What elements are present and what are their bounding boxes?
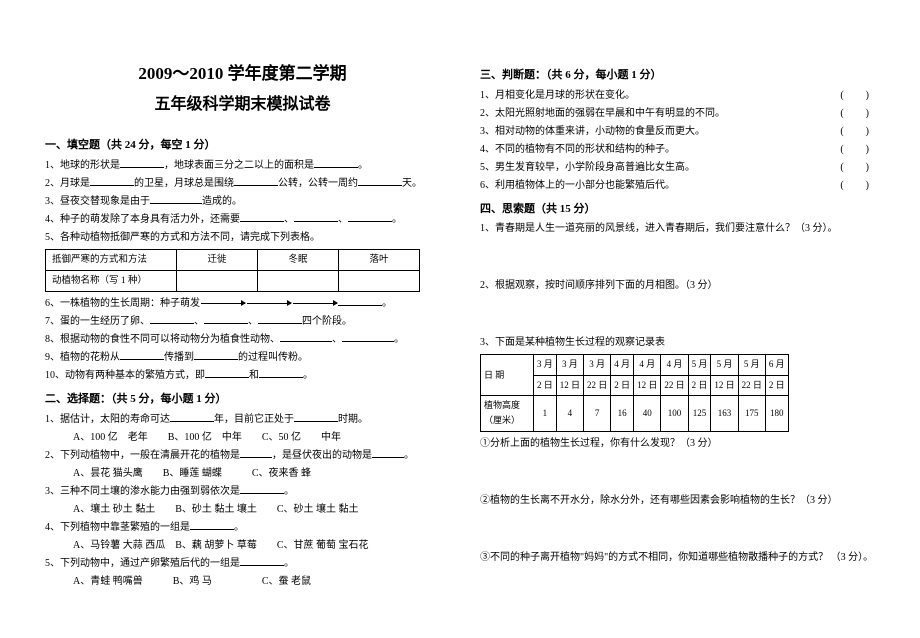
fill-q3: 3、昼夜交替现象是由于造成的。 [45, 193, 440, 210]
choice-q4: 4、下列植物中靠茎繁殖的一组是。 [45, 519, 440, 536]
t1-r1c2: 迁徙 [177, 249, 258, 270]
think-q1: 1、青春期是人生一道亮丽的风景线，进入青春期后，我们要注意什么？（3 分）。 [480, 220, 875, 237]
judge-q1: 1、月相变化是月球的形状在变化。( ) [480, 87, 875, 104]
t1-r2c3 [258, 270, 339, 291]
main-title-2: 五年级科学期末模拟试卷 [45, 91, 440, 118]
choice-q5: 5、下列动物中，通过产卵繁殖后代的一组是。 [45, 555, 440, 572]
t2-date-label: 日 期 [481, 355, 534, 396]
fill-q2: 2、月球是的卫星，月球总是围绕公转，公转一周约天。 [45, 175, 440, 192]
judge-q4: 4、不同的植物有不同的形状和结构的种子。( ) [480, 141, 875, 158]
fill-q10: 10、动物有两种基本的繁殖方式，即和。 [45, 367, 440, 384]
section-4-title: 四、思索题（共 15 分） [480, 200, 875, 219]
t1-r2c4 [339, 270, 420, 291]
choice-q3-opts: A、壤土 砂土 黏土 B、砂土 黏土 壤土 C、砂土 壤土 黏土 [45, 501, 440, 518]
section-3-title: 三、判断题：（共 6 分，每小题 1 分） [480, 66, 875, 85]
fill-q8: 8、根据动物的食性不同可以将动物分为植食性动物、、。 [45, 331, 440, 348]
table-cold-resist: 抵御严寒的方式和方法 迁徙 冬眠 落叶 动植物名称（写 1 种） [45, 249, 420, 292]
think-q3a: ①分析上面的植物生长过程，你有什么发现？（3 分） [480, 435, 875, 452]
fill-q4: 4、种子的萌发除了本身具有活力外，还需要、、。 [45, 211, 440, 228]
t1-r2c1: 动植物名称（写 1 种） [46, 270, 177, 291]
fill-q9: 9、植物的花粉从传播到的过程叫传粉。 [45, 349, 440, 366]
left-column: 2009～2010 学年度第二学期 五年级科学期末模拟试卷 一、填空题（共 24… [45, 60, 440, 591]
fill-q1: 1、地球的形状是，地球表面三分之二以上的面积是。 [45, 157, 440, 174]
section-2-title: 二、选择题：（共 5 分，每小题 1 分） [45, 390, 440, 409]
section-1-title: 一、填空题（共 24 分，每空 1 分） [45, 136, 440, 155]
choice-q2-opts: A、昙花 猫头鹰 B、睡莲 蝴蝶 C、夜来香 蜂 [45, 465, 440, 482]
t1-r2c2 [177, 270, 258, 291]
choice-q1: 1、据估计，太阳的寿命可达年，目前它正处于时期。 [45, 411, 440, 428]
fill-q5: 5、各种动植物抵御严寒的方式和方法不同，请完成下列表格。 [45, 229, 440, 246]
think-q3: 3、下面是某种植物生长过程的观察记录表 [480, 334, 875, 351]
right-column: 三、判断题：（共 6 分，每小题 1 分） 1、月相变化是月球的形状在变化。( … [480, 60, 875, 591]
choice-q2: 2、下列动植物中，一般在清晨开花的植物是，是昼伏夜出的动物是。 [45, 447, 440, 464]
t1-r1c3: 冬眠 [258, 249, 339, 270]
judge-q2: 2、太阳光照射地面的强弱在早晨和中午有明显的不同。( ) [480, 105, 875, 122]
think-q3b: ②植物的生长离不开水分，除水分外，还有哪些因素会影响植物的生长？（3 分） [480, 492, 875, 509]
think-q2: 2、根据观察，按时间顺序排列下面的月相图。（3 分） [480, 277, 875, 294]
table-growth: 日 期 3 月 3 月 3 月 4 月 4 月 4 月 5 月 5 月 5 月 … [480, 354, 789, 431]
fill-q7: 7、蛋的一生经历了卵、、、四个阶段。 [45, 313, 440, 330]
choice-q1-opts: A、100 亿 老年 B、100 亿 中年 C、50 亿 中年 [45, 429, 440, 446]
fill-q6: 6、一株植物的生长周期：种子萌发。 [45, 295, 440, 312]
think-q3c: ③不同的种子离开植物"妈妈"的方式不相同，你知道哪些植物散播种子的方式？ （3 … [480, 549, 875, 566]
choice-q4-opts: A、马铃薯 大蒜 西瓜 B、藕 胡萝卜 草莓 C、甘蔗 葡萄 宝石花 [45, 537, 440, 554]
main-title-1: 2009～2010 学年度第二学期 [45, 60, 440, 89]
t2-height-label: 植物高度（厘米） [481, 395, 534, 431]
judge-q6: 6、利用植物体上的一小部分也能繁殖后代。( ) [480, 177, 875, 194]
judge-q5: 5、男生发育较早，小学阶段身高普遍比女生高。( ) [480, 159, 875, 176]
t1-r1c4: 落叶 [339, 249, 420, 270]
choice-q3: 3、三种不同土壤的渗水能力由强到弱依次是。 [45, 483, 440, 500]
t1-r1c1: 抵御严寒的方式和方法 [46, 249, 177, 270]
judge-q3: 3、相对动物的体重来讲，小动物的食量反而更大。( ) [480, 123, 875, 140]
choice-q5-opts: A、青蛙 鸭嘴兽 B、鸡 马 C、蚕 老鼠 [45, 573, 440, 590]
